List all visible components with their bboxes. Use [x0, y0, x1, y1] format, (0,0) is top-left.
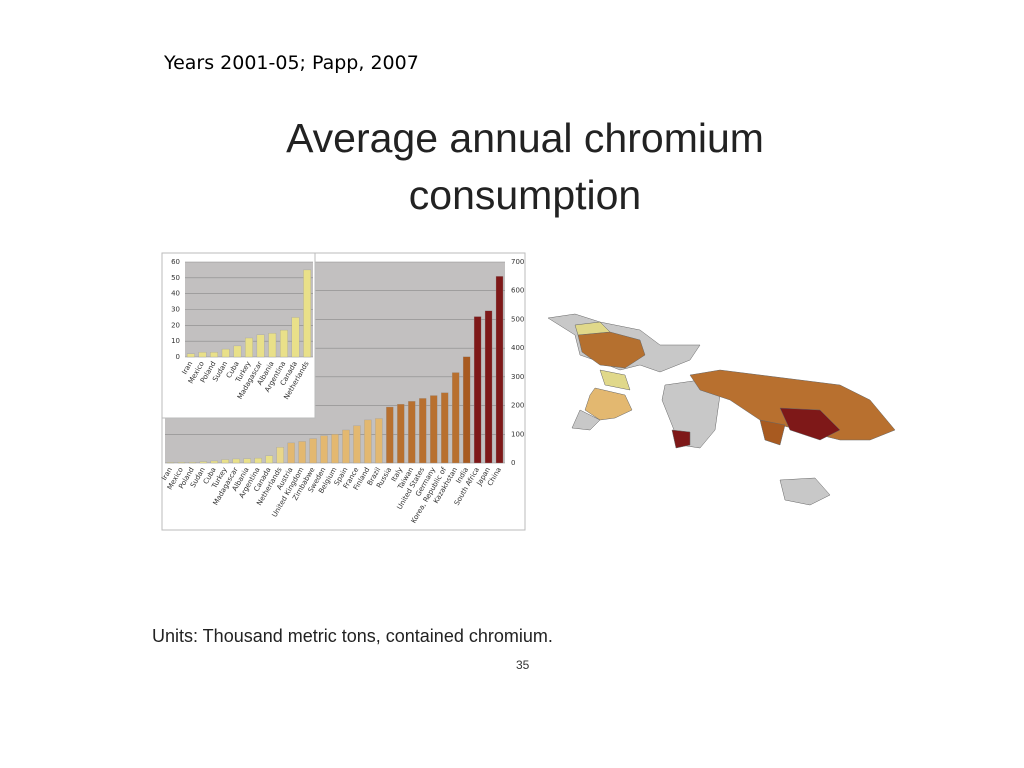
y-tick-label: 700	[511, 258, 524, 266]
bar	[298, 441, 306, 464]
map-india	[759, 419, 786, 446]
bar	[342, 429, 350, 464]
bar	[364, 419, 372, 464]
bar	[303, 269, 312, 358]
y-tick-label: 40	[171, 290, 180, 298]
page-number: 35	[516, 658, 530, 672]
y-tick-label: 50	[171, 274, 180, 282]
y-tick-label: 0	[176, 353, 180, 361]
bar	[408, 401, 416, 464]
source-note: Years 2001-05; Papp, 2007	[164, 52, 419, 74]
bar	[462, 356, 471, 464]
bar	[268, 333, 277, 358]
bar	[254, 457, 262, 464]
bar	[484, 310, 493, 464]
bar	[451, 372, 460, 464]
bar	[430, 395, 438, 464]
bar	[386, 406, 394, 464]
bar	[320, 435, 328, 464]
map-australia	[779, 477, 831, 506]
bar	[243, 458, 251, 464]
y-tick-label: 30	[171, 306, 180, 314]
bar	[375, 418, 383, 464]
bar	[177, 461, 186, 464]
bar	[397, 403, 405, 464]
y-tick-label: 20	[171, 321, 180, 329]
bar	[245, 337, 253, 358]
map-mexico	[599, 369, 631, 391]
bar	[188, 461, 197, 464]
bar	[232, 458, 240, 464]
bar	[441, 392, 449, 464]
y-tick-label: 400	[511, 344, 524, 352]
bar	[276, 447, 284, 464]
bar	[265, 455, 273, 464]
y-tick-label: 10	[171, 337, 180, 345]
bar	[199, 461, 208, 464]
map-south-america	[571, 409, 601, 431]
bar	[186, 353, 195, 358]
bar	[210, 460, 219, 464]
y-tick-label: 500	[511, 315, 524, 323]
bar	[291, 317, 300, 358]
bar	[331, 434, 339, 464]
bar	[287, 442, 295, 464]
world-map	[547, 313, 896, 506]
y-tick-label: 200	[511, 402, 524, 410]
bar	[233, 345, 242, 358]
bar	[495, 276, 504, 464]
units-note: Units: Thousand metric tons, contained c…	[152, 626, 553, 646]
bar	[256, 334, 265, 358]
bar	[353, 425, 361, 464]
y-tick-label: 60	[171, 258, 180, 266]
y-tick-label: 100	[511, 430, 524, 438]
map-usa	[577, 331, 646, 369]
y-tick-label: 300	[511, 373, 524, 381]
bar	[280, 329, 288, 358]
map-canada	[574, 321, 611, 336]
bar	[309, 438, 317, 464]
bar	[198, 352, 207, 358]
map-south-africa	[671, 429, 691, 449]
map-china	[779, 407, 841, 441]
map-eurasia	[689, 369, 896, 441]
bar	[210, 352, 218, 358]
y-tick-label: 0	[511, 459, 515, 467]
bar	[221, 459, 229, 464]
y-tick-label: 600	[511, 287, 524, 295]
bar	[473, 316, 482, 464]
map-brazil	[584, 387, 633, 421]
bar	[419, 398, 427, 464]
bar	[166, 462, 175, 464]
slide-title: Average annual chromium consumption	[286, 115, 764, 218]
bar	[221, 348, 230, 358]
